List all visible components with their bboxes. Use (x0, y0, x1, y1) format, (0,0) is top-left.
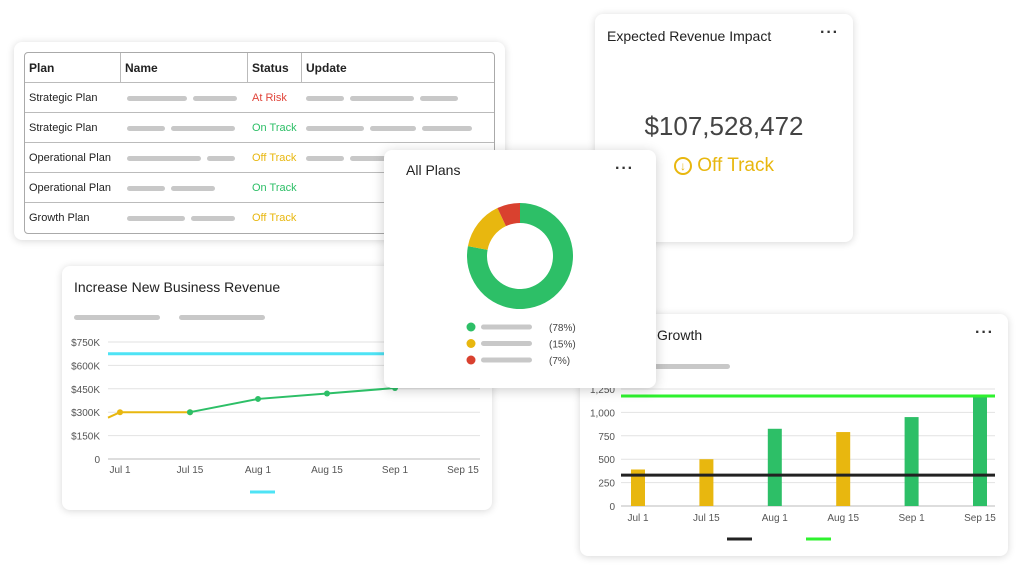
donut-slice (467, 203, 573, 309)
legend-label-placeholder (481, 324, 532, 330)
name-cell (121, 113, 248, 143)
card-title: Expected Revenue Impact (607, 28, 772, 44)
bar (699, 459, 714, 506)
revenue-value: $107,528,472 (644, 111, 804, 141)
bar (836, 432, 851, 506)
x-tick-label: Jul 1 (109, 465, 131, 476)
legend-dot (466, 322, 476, 332)
status-cell: On Track (248, 113, 302, 143)
bar-chart: 0 250 500 750 1,000 1,250 Jul 1 Jul 15 Aug 1 Aug … (590, 385, 996, 541)
bar (631, 469, 645, 506)
column-header-plan[interactable]: Plan (25, 53, 121, 83)
donut-chart: (78%) (15%) (7%) (466, 203, 576, 367)
status-cell: On Track (248, 173, 302, 203)
revenue-status: ↓ Off Track (595, 155, 853, 177)
y-tick-label: $450K (71, 385, 100, 396)
status-cell: At Risk (248, 83, 302, 113)
status-cell: Off Track (248, 143, 302, 173)
all-plans-card: All Plans ··· (78%) (15%) (7%) (384, 150, 656, 388)
data-point (117, 409, 123, 416)
x-tick-label: Sep 15 (964, 513, 996, 524)
x-tick-label: Aug 1 (762, 513, 789, 524)
data-point (255, 395, 261, 402)
bar (767, 428, 782, 506)
table-row[interactable]: Operational Plan Off Track (25, 143, 494, 173)
y-tick-label: 750 (598, 432, 615, 443)
x-tick-label: Aug 15 (311, 465, 343, 476)
update-cell (302, 83, 494, 113)
legend-label-placeholder (481, 357, 532, 363)
plan-cell: Strategic Plan (25, 83, 121, 113)
plan-cell: Operational Plan (25, 173, 121, 203)
plans-table-card: Plan Name Status Update Strategic Plan At… (14, 42, 505, 240)
plan-cell: Growth Plan (29, 212, 90, 224)
legend-percent: (78%) (549, 323, 576, 334)
x-tick-label: Jul 15 (177, 465, 204, 476)
y-tick-label: 0 (94, 455, 100, 466)
card-title: Increase New Business Revenue (74, 279, 281, 295)
x-tick-label: Jul 1 (627, 513, 649, 524)
more-horizontal-icon[interactable]: ··· (975, 324, 994, 341)
card-title: Growth (657, 327, 703, 343)
x-tick-label: Jul 15 (693, 513, 720, 524)
plan-cell: Strategic Plan (25, 113, 121, 143)
column-header-update[interactable]: Update (302, 53, 494, 83)
y-tick-label: 1,250 (590, 385, 615, 396)
card-title: All Plans (406, 162, 461, 178)
y-tick-label: $300K (71, 408, 100, 419)
donut-slice (467, 208, 506, 250)
data-point (187, 409, 193, 416)
y-tick-label: 1,000 (590, 408, 615, 419)
more-horizontal-icon[interactable]: ··· (615, 160, 634, 177)
status-cell: Off Track (252, 212, 297, 224)
name-cell (121, 143, 248, 173)
legend-percent: (7%) (549, 356, 570, 367)
name-cell (121, 203, 248, 233)
bar (973, 396, 987, 506)
y-tick-label: $600K (71, 361, 100, 372)
x-tick-label: Aug 1 (245, 465, 272, 476)
legend-dot (466, 355, 476, 365)
data-point (324, 390, 330, 397)
update-cell (302, 113, 494, 143)
name-cell (121, 83, 248, 113)
y-tick-label: 0 (609, 502, 615, 513)
more-horizontal-icon[interactable]: ··· (820, 24, 839, 41)
plan-cell: Operational Plan (25, 143, 121, 173)
x-tick-label: Sep 1 (382, 465, 409, 476)
y-tick-label: $150K (71, 432, 100, 443)
legend-dot (466, 339, 476, 348)
table-row[interactable]: Strategic Plan On Track (25, 113, 494, 143)
bar (904, 417, 919, 506)
y-tick-label: $750K (71, 338, 100, 349)
arrow-down-circle-icon: ↓ (673, 157, 692, 175)
legend-label-placeholder (481, 341, 532, 346)
plans-table: Plan Name Status Update Strategic Plan At… (24, 52, 495, 234)
legend-percent: (15%) (549, 340, 576, 351)
y-tick-label: 250 (598, 479, 615, 490)
column-header-name[interactable]: Name (121, 53, 248, 83)
name-cell (121, 173, 248, 203)
x-tick-label: Sep 1 (899, 513, 926, 524)
series-line (189, 387, 396, 414)
x-tick-label: Aug 15 (827, 513, 859, 524)
donut-slice (497, 203, 520, 227)
table-row[interactable]: Strategic Plan At Risk (25, 83, 494, 113)
y-tick-label: 500 (598, 455, 615, 466)
column-header-status[interactable]: Status (248, 53, 302, 83)
x-tick-label: Sep 15 (447, 465, 479, 476)
table-row[interactable]: Growth Plan Off Track (25, 203, 494, 233)
